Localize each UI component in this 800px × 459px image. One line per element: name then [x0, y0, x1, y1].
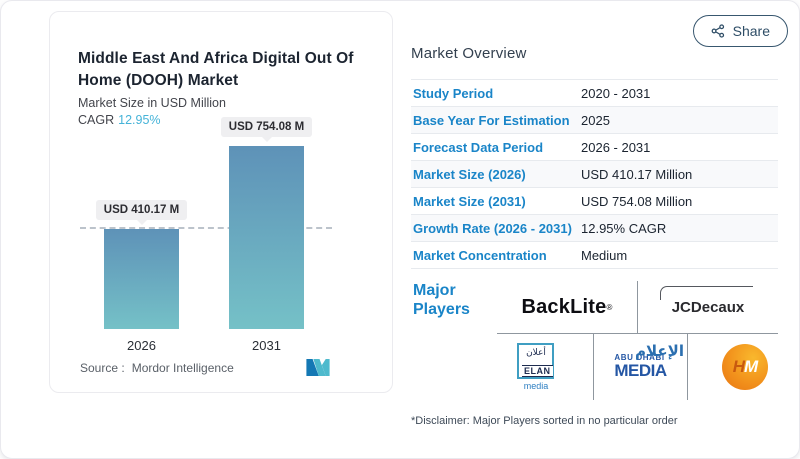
- source-text: Source : Mordor Intelligence: [80, 361, 234, 375]
- bar-group-2031: USD 754.08 M: [220, 117, 313, 330]
- elan-arabic-text: أعلان: [526, 347, 546, 357]
- elan-media-logo: أعلان ELAN media: [513, 343, 559, 395]
- source-label: Source :: [80, 360, 125, 375]
- abu-dhabi-media-wordmark: ABU DHABI MEDIA: [614, 353, 667, 380]
- row-label: Base Year For Estimation: [413, 112, 570, 128]
- overview-heading: Market Overview: [411, 45, 527, 62]
- jcdecaux-wordmark: JCDecaux: [659, 285, 753, 316]
- share-icon: [711, 24, 724, 38]
- cagr-label: CAGR: [78, 113, 115, 128]
- row-label: Growth Rate (2026 - 2031): [413, 220, 572, 236]
- bar[interactable]: [229, 146, 304, 330]
- table-row: Market Size (2031) USD 754.08 Million: [411, 188, 778, 215]
- logos-row-1: BackLite ® JCDecaux: [497, 281, 778, 334]
- bar-chart: USD 410.17 M USD 754.08 M 2026 2031: [50, 117, 392, 357]
- x-axis-label-2026: 2026: [127, 338, 156, 354]
- share-button-label: Share: [732, 23, 770, 39]
- major-players-row: Major Players BackLite ® JCDecaux أعلان: [411, 269, 778, 400]
- reference-dashed-line: [80, 227, 332, 230]
- abu-dhabi-arabic-calligraphy: الإعلام: [635, 342, 684, 360]
- bar-group-2026: USD 410.17 M: [95, 200, 188, 330]
- backlite-wordmark: BackLite: [521, 295, 607, 318]
- table-row: Study Period 2020 - 2031: [411, 80, 778, 107]
- abu-dhabi-media-logo: ABU DHABI MEDIA الإعلام: [593, 333, 688, 400]
- backlite-logo: BackLite ®: [497, 281, 637, 333]
- bar-value-label: USD 410.17 M: [95, 200, 188, 226]
- source-value: Mordor Intelligence: [131, 360, 234, 375]
- chart-card: Middle East And Africa Digital Out Of Ho…: [49, 11, 393, 393]
- bar[interactable]: [104, 229, 179, 330]
- table-row: Forecast Data Period 2026 - 2031: [411, 134, 778, 161]
- chart-cagr: CAGR 12.95%: [78, 113, 364, 127]
- table-row: Market Size (2026) USD 410.17 Million: [411, 161, 778, 188]
- table-row: Growth Rate (2026 - 2031) 12.95% CAGR: [411, 215, 778, 242]
- row-label: Forecast Data Period: [413, 139, 544, 155]
- row-label: Market Concentration: [413, 247, 547, 263]
- share-button[interactable]: Share: [692, 15, 788, 47]
- row-value: 2020 - 2031: [581, 85, 651, 101]
- x-axis-label-2031: 2031: [252, 338, 281, 354]
- elan-wordmark: ELAN: [522, 365, 553, 377]
- chart-header: Middle East And Africa Digital Out Of Ho…: [50, 12, 392, 127]
- row-label: Market Size (2031): [413, 193, 526, 209]
- market-overview-panel: Share Market Overview Study Period 2020 …: [393, 1, 799, 458]
- overview-table: Study Period 2020 - 2031 Base Year For E…: [411, 79, 778, 269]
- row-value: USD 410.17 Million: [581, 166, 693, 182]
- logos-row-2: أعلان ELAN media ABU DHABI MEDIA الإعلام…: [497, 333, 778, 400]
- disclaimer-text: *Disclaimer: Major Players sorted in no …: [411, 415, 678, 427]
- source-row: Source : Mordor Intelligence: [50, 357, 392, 377]
- major-players-logos: BackLite ® JCDecaux أعلان ELAN media: [497, 281, 778, 400]
- major-players-label: Major Players: [413, 282, 470, 319]
- jcdecaux-logo: JCDecaux: [638, 281, 778, 333]
- chart-subtitle: Market Size in USD Million: [78, 96, 226, 111]
- registered-mark: ®: [606, 302, 613, 312]
- row-label: Market Size (2026): [413, 166, 526, 182]
- row-value: 2026 - 2031: [581, 139, 651, 155]
- mordor-intelligence-logo-icon: [306, 359, 330, 377]
- bar-value-label: USD 754.08 M: [220, 117, 313, 143]
- elan-media-text: media: [523, 381, 549, 391]
- row-value: 2025: [581, 112, 610, 128]
- row-label: Study Period: [413, 85, 494, 101]
- logo-divider: [637, 281, 638, 333]
- row-value: Medium: [581, 247, 628, 263]
- row-value: USD 754.08 Million: [581, 193, 693, 209]
- table-row: Market Concentration Medium: [411, 242, 778, 269]
- cagr-value: 12.95%: [118, 113, 161, 128]
- table-row: Base Year For Estimation 2025: [411, 107, 778, 134]
- row-value: 12.95% CAGR: [581, 220, 667, 236]
- chart-title: Middle East And Africa Digital Out Of Ho…: [78, 50, 354, 89]
